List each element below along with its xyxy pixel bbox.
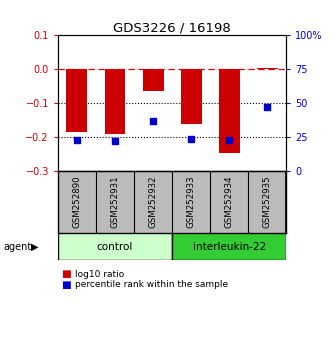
Title: GDS3226 / 16198: GDS3226 / 16198 <box>113 21 231 34</box>
Bar <box>58 233 172 260</box>
Point <box>74 137 79 143</box>
Point <box>150 118 156 124</box>
Text: ■: ■ <box>61 269 71 279</box>
Bar <box>143 69 164 91</box>
Text: GSM252934: GSM252934 <box>225 176 234 228</box>
Bar <box>105 69 125 134</box>
Bar <box>219 69 240 153</box>
Text: GSM252931: GSM252931 <box>111 176 119 228</box>
Bar <box>172 233 286 260</box>
Text: GSM252932: GSM252932 <box>149 176 158 228</box>
Point <box>226 137 232 143</box>
Text: log10 ratio: log10 ratio <box>75 270 124 279</box>
Bar <box>257 68 278 69</box>
Text: ▶: ▶ <box>31 241 39 252</box>
Text: ■: ■ <box>61 280 71 290</box>
Text: GSM252933: GSM252933 <box>187 176 196 228</box>
Text: interleukin-22: interleukin-22 <box>193 241 266 252</box>
Bar <box>181 69 202 124</box>
Bar <box>67 69 87 132</box>
Text: GSM252890: GSM252890 <box>72 176 81 228</box>
Point <box>264 104 270 110</box>
Text: control: control <box>97 241 133 252</box>
Text: percentile rank within the sample: percentile rank within the sample <box>75 280 228 290</box>
Text: agent: agent <box>3 241 31 252</box>
Text: GSM252935: GSM252935 <box>263 176 272 228</box>
Point <box>188 136 194 142</box>
Point <box>112 138 118 144</box>
